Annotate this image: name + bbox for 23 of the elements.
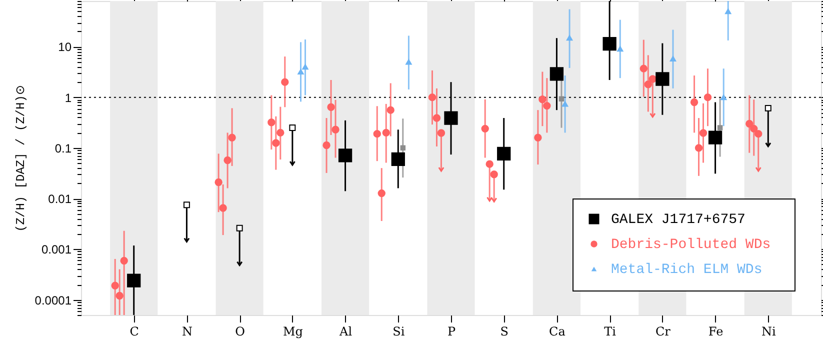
y-tick-label: 10 — [58, 40, 72, 54]
legend-label: GALEX J1717+6757 — [611, 212, 746, 228]
x-tick-label: Si — [392, 324, 405, 338]
x-tick-label: O — [235, 324, 246, 338]
y-tick-label: 0.0001 — [34, 293, 72, 308]
y-tick-label: 1 — [64, 90, 72, 105]
y-axis-title: (Z/H) [DAZ] / (Z/H)⊙ — [14, 85, 28, 232]
x-tick-label: Al — [338, 324, 352, 338]
x-tick-label: Mg — [282, 324, 304, 338]
x-tick-label: Ti — [604, 324, 616, 338]
x-tick-label: Ni — [761, 324, 776, 338]
x-tick-label: N — [182, 324, 192, 338]
x-tick-label: Ca — [549, 324, 566, 338]
y-tick-label: 0.001 — [41, 242, 72, 257]
x-tick-label: C — [130, 324, 139, 338]
y-tick-label: 0.1 — [54, 141, 72, 156]
y-tick-label: 0.01 — [48, 192, 72, 206]
legend-label: Metal-Rich ELM WDs — [611, 262, 762, 278]
x-tick-label: P — [447, 324, 456, 338]
x-tick-label: S — [500, 324, 508, 338]
x-tick-label: Cr — [655, 324, 671, 338]
x-tick-label: Fe — [708, 324, 724, 338]
legend-label: Debris-Polluted WDs — [611, 237, 771, 253]
